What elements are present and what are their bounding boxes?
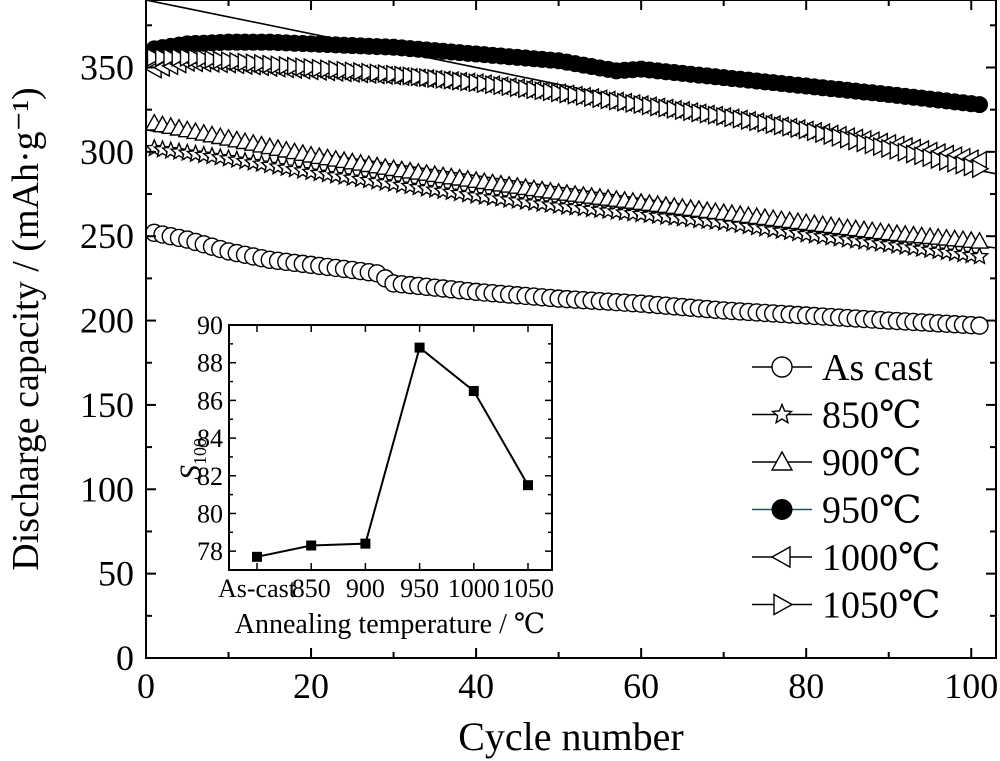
inset-data-point-as-cast bbox=[252, 551, 262, 562]
inset-x-tick-label: 900 bbox=[346, 574, 385, 603]
x-axis-label: Cycle number bbox=[458, 714, 684, 759]
x-tick-label: 0 bbox=[137, 666, 155, 706]
x-tick-label: 80 bbox=[788, 666, 824, 706]
x-tick-label: 60 bbox=[623, 666, 659, 706]
legend-label-as-cast: As cast bbox=[822, 347, 933, 389]
inset-x-tick-label: 850 bbox=[292, 574, 331, 603]
inset-y-tick-label: 90 bbox=[197, 311, 223, 340]
inset-series-line bbox=[256, 345, 529, 558]
inset-data-point-850 bbox=[306, 540, 317, 551]
inset-y-tick-label: 88 bbox=[197, 349, 223, 378]
y-tick-label: 0 bbox=[116, 638, 134, 678]
y-tick-label: 300 bbox=[80, 132, 134, 172]
legend-marker-1000c bbox=[770, 545, 791, 569]
inset-x-axis-label: Annealing temperature / ℃ bbox=[235, 609, 545, 640]
legend-label-850c: 850℃ bbox=[822, 395, 922, 437]
inset-x-tick-label: 1000 bbox=[448, 574, 500, 603]
inset-x-tick-label: 1050 bbox=[502, 574, 554, 603]
inset-data-point-1050 bbox=[523, 480, 533, 491]
y-tick-label: 100 bbox=[80, 469, 134, 509]
x-tick-label: 20 bbox=[293, 666, 329, 706]
inset-y-tick-label: 82 bbox=[197, 462, 223, 491]
data-point-900c-101 bbox=[969, 231, 990, 249]
inset-y-tick-label: 84 bbox=[197, 424, 223, 453]
data-point-1050c-101 bbox=[972, 159, 990, 179]
inset-y-axis-label-subscript: 100 bbox=[190, 438, 210, 465]
inset-x-tick-label: As-cast bbox=[218, 574, 297, 603]
inset-data-point-900 bbox=[360, 538, 371, 549]
legend-marker-900c bbox=[770, 450, 794, 471]
y-tick-label: 350 bbox=[80, 47, 134, 87]
y-axis-label: Discharge capacity / (mAh·g⁻¹) bbox=[5, 87, 47, 570]
y-tick-label: 200 bbox=[80, 301, 134, 341]
inset-y-tick-label: 80 bbox=[197, 499, 223, 528]
inset-y-tick-label: 86 bbox=[197, 386, 223, 415]
x-tick-label: 40 bbox=[458, 666, 494, 706]
y-tick-label: 250 bbox=[80, 216, 134, 256]
legend-label-1000c: 1000℃ bbox=[822, 537, 941, 579]
data-point-850c-101 bbox=[969, 246, 990, 265]
y-tick-label: 150 bbox=[80, 385, 134, 425]
legend-label-950c: 950℃ bbox=[822, 490, 922, 532]
legend-label-900c: 900℃ bbox=[822, 442, 922, 484]
inset-plot-frame bbox=[228, 324, 553, 571]
main-plot-frame bbox=[145, 0, 997, 659]
inset-data-point-950 bbox=[414, 342, 425, 353]
inset-y-axis-label: S100 bbox=[174, 438, 210, 480]
inset-data-point-1000 bbox=[468, 385, 479, 396]
legend-label-1050c: 1050℃ bbox=[822, 585, 941, 627]
x-tick-label: 100 bbox=[944, 666, 998, 706]
data-point-950c-101 bbox=[970, 96, 988, 114]
legend-marker-1050c bbox=[773, 593, 794, 616]
legend-marker-850c bbox=[770, 402, 794, 425]
legend-marker-950c bbox=[771, 499, 793, 520]
inset-y-tick-label: 78 bbox=[197, 537, 223, 566]
y-tick-label: 50 bbox=[98, 554, 134, 594]
legend-marker-as-cast bbox=[771, 356, 793, 378]
inset-x-tick-label: 950 bbox=[400, 574, 439, 603]
data-point-as-cast-101 bbox=[970, 316, 989, 335]
